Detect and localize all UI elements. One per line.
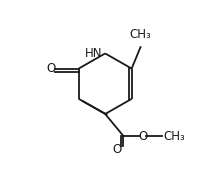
Text: HN: HN bbox=[85, 47, 103, 60]
Text: CH₃: CH₃ bbox=[164, 130, 186, 143]
Text: O: O bbox=[113, 143, 122, 156]
Text: O: O bbox=[138, 130, 148, 143]
Text: O: O bbox=[46, 62, 56, 75]
Text: CH₃: CH₃ bbox=[130, 28, 151, 41]
